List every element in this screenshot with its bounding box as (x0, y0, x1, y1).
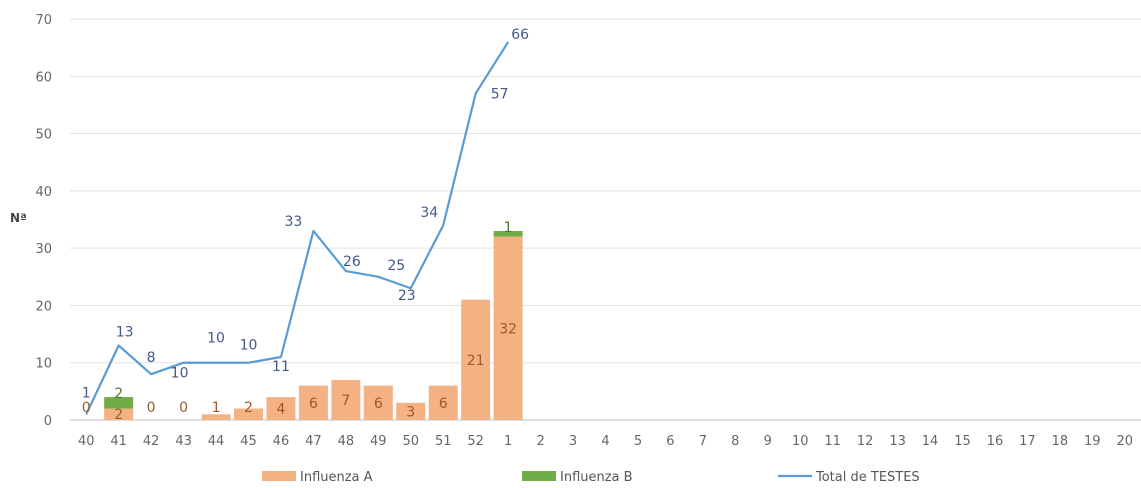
legend-swatch (262, 471, 296, 481)
x-tick-label: 2 (536, 434, 544, 449)
x-tick-label: 17 (1019, 434, 1036, 449)
x-tick-label: 7 (699, 434, 707, 449)
y-tick-label: 20 (35, 299, 52, 314)
x-tick-label: 1 (504, 434, 512, 449)
x-tick-label: 40 (78, 434, 95, 449)
label-influenza-b: 2 (114, 386, 123, 402)
legend-swatch (522, 471, 556, 481)
label-influenza-a: 6 (374, 396, 383, 412)
bar-influenza-a (104, 408, 134, 420)
x-tick-label: 52 (467, 434, 484, 449)
label-influenza-a: 1 (212, 400, 221, 416)
bar-influenza-a (493, 236, 523, 420)
label-total-testes: 26 (343, 254, 361, 270)
x-tick-label: 16 (987, 434, 1004, 449)
label-influenza-a: 6 (439, 396, 448, 412)
label-total-testes: 33 (284, 214, 302, 230)
bar-influenza-b (104, 397, 134, 409)
x-tick-label: 12 (857, 434, 874, 449)
y-tick-label: 60 (35, 70, 52, 85)
label-influenza-a: 4 (276, 402, 285, 418)
label-total-testes: 25 (387, 258, 405, 274)
label-influenza-a: 21 (467, 353, 485, 369)
total-line (85, 41, 510, 415)
label-total-testes: 8 (147, 350, 156, 366)
label-influenza-a: 3 (406, 404, 415, 420)
label-total-testes: 57 (491, 86, 509, 102)
x-tick-label: 14 (922, 434, 939, 449)
x-tick-label: 46 (273, 434, 290, 449)
gridlines (70, 18, 1141, 421)
x-tick-label: 47 (305, 434, 322, 449)
label-influenza-a: 0 (82, 400, 91, 416)
line-total-testes (85, 41, 510, 415)
bar-influenza-a (234, 408, 263, 420)
label-influenza-a: 0 (179, 400, 188, 416)
x-tick-label: 41 (110, 434, 127, 449)
legend-label: Total de TESTES (815, 470, 920, 485)
bar-influenza-a (201, 414, 231, 420)
bar-influenza-b (493, 230, 523, 237)
bar-influenza-a (461, 299, 491, 420)
x-tick-label: 15 (954, 434, 971, 449)
x-tick-label: 49 (370, 434, 387, 449)
bar-influenza-a (428, 385, 458, 420)
x-tick-label: 8 (731, 434, 739, 449)
label-total-testes: 1 (82, 385, 91, 401)
x-tick-label: 11 (824, 434, 841, 449)
y-tick-label: 70 (35, 13, 52, 28)
y-axis-label: Nª (10, 211, 27, 225)
label-influenza-a: 32 (499, 321, 517, 337)
bar-influenza-a (331, 379, 361, 420)
x-tick-label: 51 (435, 434, 452, 449)
legend-label: Influenza A (300, 470, 373, 485)
y-tick-label: 50 (35, 128, 52, 143)
x-tick-label: 9 (764, 434, 772, 449)
x-axis-ticks: 40 41 42 43 44 45 46 47 48 49 50 51 52 1 2 3 4 5 6 7 8 9 10 11 1… (78, 434, 1133, 449)
label-total-testes: 10 (207, 331, 225, 347)
bar-influenza-a (363, 385, 393, 420)
label-total-testes: 10 (240, 338, 258, 354)
x-tick-label: 45 (240, 434, 257, 449)
x-tick-label: 13 (889, 434, 906, 449)
x-tick-label: 43 (175, 434, 192, 449)
bar-influenza-a (266, 397, 296, 420)
x-tick-label: 18 (1052, 434, 1069, 449)
x-tick-label: 48 (338, 434, 355, 449)
x-tick-label: 50 (402, 434, 419, 449)
legend-label: Influenza B (560, 470, 633, 485)
bar-influenza-a (396, 402, 426, 420)
x-tick-label: 42 (143, 434, 160, 449)
label-total-testes: 13 (116, 325, 134, 341)
y-tick-label: 10 (35, 357, 52, 372)
label-influenza-b: 1 (504, 220, 513, 236)
y-tick-label: 0 (44, 414, 52, 429)
x-tick-label: 19 (1084, 434, 1101, 449)
x-tick-label: 10 (792, 434, 809, 449)
label-influenza-a: 7 (341, 393, 350, 409)
x-tick-label: 3 (569, 434, 577, 449)
label-total-testes: 34 (420, 205, 438, 221)
bars (104, 230, 523, 420)
label-influenza-a: 2 (244, 400, 253, 416)
label-total-testes: 23 (398, 288, 416, 304)
label-total-testes: 11 (272, 359, 290, 375)
x-tick-label: 5 (634, 434, 642, 449)
bar-influenza-a (298, 385, 328, 420)
label-influenza-a: 2 (114, 407, 123, 423)
label-total-testes: 66 (511, 27, 529, 43)
legend: Influenza A Influenza B Total de TESTES (262, 470, 920, 485)
label-total-testes: 10 (171, 366, 189, 382)
x-tick-label: 4 (601, 434, 609, 449)
y-axis-ticks: 0 10 20 30 40 50 60 70 (35, 13, 52, 429)
y-tick-label: 30 (35, 242, 52, 257)
label-influenza-a: 0 (147, 400, 156, 416)
x-tick-label: 6 (666, 434, 674, 449)
label-influenza-a: 6 (309, 396, 318, 412)
x-tick-label: 44 (208, 434, 225, 449)
y-tick-label: 40 (35, 185, 52, 200)
x-tick-label: 20 (1116, 434, 1133, 449)
